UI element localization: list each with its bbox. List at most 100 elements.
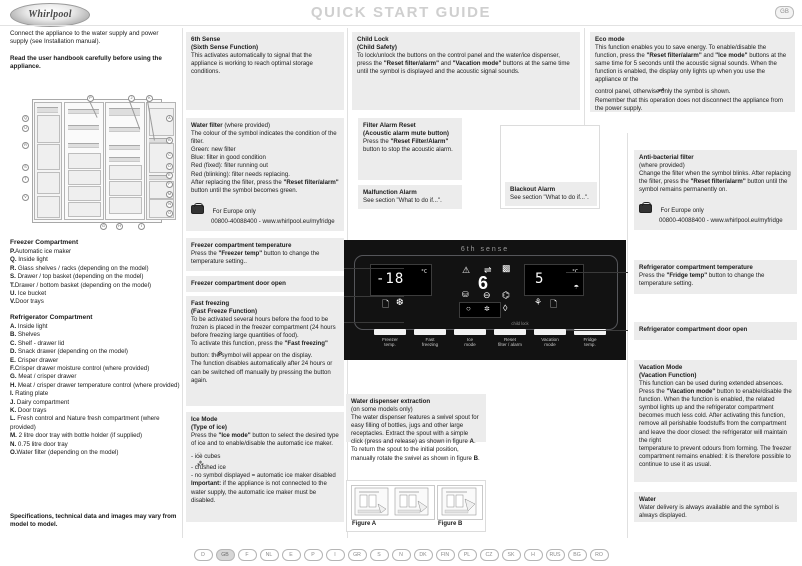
button-reset-filter-alarm[interactable]: [494, 329, 526, 335]
refrigerator-legend-item: F.Crisper drawer moisture control (where…: [10, 365, 150, 373]
fast-freezing-title-1: Fast freezing: [191, 300, 230, 307]
freezer-temp-value: -18: [376, 271, 405, 287]
ice-mode-opt3: - no symbol displayed = automatic ice ma…: [191, 472, 336, 480]
vacation-title-1: Vacation Mode: [639, 364, 683, 371]
freezer-legend: Freezer Compartment P.Automatic ice make…: [10, 238, 182, 307]
language-badge-gb[interactable]: GB: [215, 549, 235, 561]
language-badge-sk[interactable]: SK: [501, 549, 521, 561]
filter-alarm-c: button to stop the acoustic alarm.: [363, 146, 453, 154]
water-body: Water delivery is always available and t…: [639, 504, 779, 520]
button-ice-mode[interactable]: [454, 329, 486, 335]
ice-mode-body-a: Press the: [191, 432, 219, 439]
eco-e: buttons at the same time for 5 seconds u…: [595, 52, 787, 84]
vacation-c: button to enable/disable the function. W…: [639, 388, 792, 444]
eco-mode-icon: ⇌: [484, 265, 492, 275]
freezer-legend-item: R. Glass shelves / racks (depending on t…: [10, 264, 149, 272]
eco-b: "Reset filter/alarm": [646, 52, 702, 60]
refrigerator-legend-item: C. Shelf - drawer lid: [10, 339, 65, 347]
antibacterial-note: (where provided): [639, 162, 685, 169]
button-fast-freezing[interactable]: [414, 329, 446, 335]
antibacterial-contact-info: 00800-40088400 - www.whirlpool.eu/myfrid…: [659, 217, 783, 225]
freezer-legend-item: S. Drawer / top basket (depending on the…: [10, 273, 144, 281]
refrigerator-legend-item: L. Fresh control and Nature fresh compar…: [10, 415, 160, 431]
dispenser-c: . To return the spout to the initial pos…: [351, 438, 476, 462]
fast-freezing-body2-b: "Fast freezing": [284, 340, 328, 348]
child-lock-e: buttons at the same time until the symbo…: [357, 60, 570, 76]
crushed-ice-icon-panel: ✲: [484, 306, 490, 313]
block-child-lock: Child Lock (Child Safety) To lock/unlock…: [352, 32, 580, 110]
language-badge-i[interactable]: I: [325, 549, 345, 561]
fridge-temp-c: button to change the temperature setting…: [639, 272, 765, 288]
freezer-temp-title: Freezer compartment temperature: [191, 242, 292, 249]
fast-freeze-icon: ❆: [396, 297, 404, 307]
language-badge-s[interactable]: S: [369, 549, 389, 561]
block-antibacterial-filter: Anti-bacterial filter (where provided) C…: [634, 150, 797, 230]
antibacterial-c: button until the symbol remains permanen…: [639, 178, 788, 194]
child-lock-icon: ⊖: [483, 290, 491, 300]
vacation-a: This function can be used during extende…: [639, 380, 784, 396]
language-badge-bg[interactable]: BG: [567, 549, 587, 561]
refrigerator-legend-title: Refrigerator Compartment: [10, 314, 93, 321]
block-freezer-temp: Freezer compartment temperature Press th…: [186, 238, 344, 271]
language-badge-ro[interactable]: RO: [589, 549, 609, 561]
language-badge-h[interactable]: H: [523, 549, 543, 561]
refrigerator-legend-item: J. Dairy compartment: [10, 398, 70, 406]
figure-b-caption: Figure B: [438, 521, 463, 527]
fast-freeze-symbol-icon: ❄: [217, 351, 223, 359]
water-title: Water: [639, 496, 656, 503]
antibacterial-b: "Reset filter/alarm": [690, 178, 746, 186]
language-badge-f[interactable]: F: [237, 549, 257, 561]
water-filter-green: Green: new filter: [191, 146, 236, 154]
header-divider: [0, 25, 802, 26]
vacation-b: "Vacation mode": [666, 388, 716, 396]
blackout-alarm-wrap: Blackout Alarm See section "What to do i…: [500, 125, 600, 209]
sixth-sense-title-1: 6th Sense: [191, 36, 221, 43]
language-badge-fin[interactable]: FIN: [435, 549, 455, 561]
antibacterial-filter-icon: ▩: [502, 263, 511, 273]
language-badge-dk[interactable]: DK: [413, 549, 433, 561]
dispenser-title: Water dispenser extraction: [351, 398, 431, 405]
language-badge-gr[interactable]: GR: [347, 549, 367, 561]
block-6th-sense: 6th Sense (Sixth Sense Function) This ac…: [186, 32, 344, 110]
button-vacation-mode[interactable]: [534, 329, 566, 335]
water-filter-reset-c: button until the symbol becomes green.: [191, 186, 298, 194]
button-freezer-temp[interactable]: [374, 329, 406, 335]
fast-freezing-body2-a: To activate this function, press the: [191, 340, 285, 348]
figure-a-caption: Figure A: [352, 521, 377, 527]
block-ice-mode: Ice Mode (Type of ice) Press the "Ice mo…: [186, 412, 344, 522]
figure-a-image: [351, 485, 435, 520]
button-fridge-temp[interactable]: [574, 329, 606, 335]
specifications-note: Specifications, technical data and image…: [10, 513, 177, 529]
eco-d: "Ice mode": [715, 52, 748, 60]
column-divider-1: [182, 28, 183, 538]
warning-triangle-icon: ⚠: [462, 265, 471, 275]
language-badge-rus[interactable]: RUS: [545, 549, 565, 561]
control-panel-display[interactable]: 6th sense -18 °C 🗋 ❆ ⚠ ⇌ ▩ 6 ⛁ ⊖ ⌬ ○ ✲ ◊…: [344, 240, 626, 360]
language-selector[interactable]: D GB F NL E P I GR S N DK FIN PL CZ SK H RUS BG RO: [0, 543, 802, 561]
freezer-temp-c: button to change the temperature setting…: [191, 250, 320, 266]
language-badge-n[interactable]: N: [391, 549, 411, 561]
language-badge-cz[interactable]: CZ: [479, 549, 499, 561]
language-badge-pl[interactable]: PL: [457, 549, 477, 561]
language-badge-nl[interactable]: NL: [259, 549, 279, 561]
ice-mode-title-1: Ice Mode: [191, 416, 218, 423]
intro-text-handbook: Read the user handbook carefully before …: [10, 55, 162, 71]
fridge-temp-a: Press the: [639, 272, 667, 279]
language-badge-p[interactable]: P: [303, 549, 323, 561]
ice-cubes-icon: ◌: [197, 450, 202, 460]
language-badge-e[interactable]: E: [281, 549, 301, 561]
sixth-sense-title-2: (Sixth Sense Function): [191, 44, 259, 51]
water-filter-note: (where provided): [224, 122, 271, 129]
fridge-temp-display: 5 °C ☂: [524, 264, 584, 296]
water-drop-icon: ◊: [503, 303, 508, 313]
ice-cube-icon: ○: [466, 304, 471, 313]
block-fast-freezing: Fast freezing (Fast Freeze Function) To …: [186, 296, 344, 406]
antibacterial-a: Change the filter when the symbol blinks…: [639, 170, 791, 186]
refrigerator-legend-item: G. Meat / crisper drawer: [10, 373, 77, 381]
freezer-cavity: [64, 102, 104, 220]
eco-body3: Remember that this operation does not di…: [595, 96, 783, 112]
freezer-legend-item: V.Door trays: [10, 298, 44, 306]
vacation-mode-icon: ⚘: [534, 297, 543, 307]
language-badge-d[interactable]: D: [193, 549, 213, 561]
refrigerator-legend-item: O.Water filter (depending on the model): [10, 449, 119, 457]
